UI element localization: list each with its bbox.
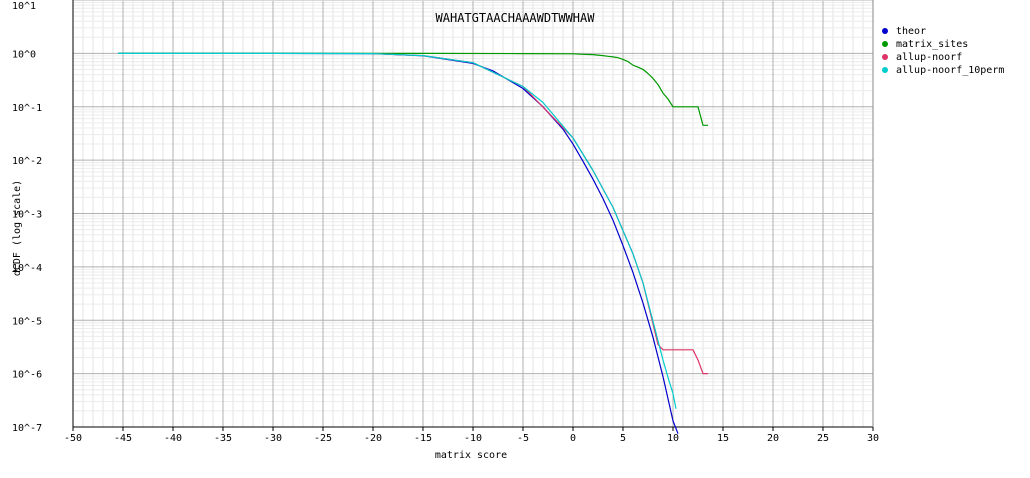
x-tick-label: 20 <box>767 433 779 444</box>
legend-marker-theor <box>882 28 888 34</box>
y-axis: 10^1 10^0 10^-1 10^-2 10^-3 10^-4 10^-5 10^-6 10… <box>12 1 42 434</box>
y-tick-label: 10^-1 <box>12 103 42 114</box>
y-tick-label: 10^-3 <box>12 210 42 221</box>
legend: theor matrix_sites allup-noorf allup-noorf_… <box>882 26 1004 76</box>
x-tick-label: 25 <box>817 433 829 444</box>
x-tick-label: -5 <box>517 433 529 444</box>
y-tick-label: 10^-2 <box>12 156 42 167</box>
legend-marker-matrix-sites <box>882 41 888 47</box>
x-tick-label: -10 <box>464 433 482 444</box>
x-tick-label: 15 <box>717 433 729 444</box>
series-layer <box>118 52 708 434</box>
x-axis: -50 -45 -40 -35 -30 -25 -20 -15 -10 -5 0 5 10 15 20 25 3… <box>64 427 879 444</box>
x-tick-label: -20 <box>364 433 382 444</box>
x-tick-label: -50 <box>64 433 82 444</box>
legend-label-allup-noorf: allup-noorf <box>896 52 962 63</box>
series-line-allup-noorf-10perm <box>118 52 677 409</box>
x-tick-label: -45 <box>114 433 132 444</box>
y-tick-label: 10^-4 <box>12 263 42 274</box>
x-tick-label: 5 <box>620 433 626 444</box>
x-tick-label: -15 <box>414 433 432 444</box>
x-tick-label: -35 <box>214 433 232 444</box>
y-tick-label: 10^1 <box>12 1 36 12</box>
x-tick-label: 0 <box>570 433 576 444</box>
y-tick-label: 10^-6 <box>12 370 42 381</box>
legend-label-matrix-sites: matrix_sites <box>896 39 968 50</box>
y-tick-label: 10^-7 <box>12 423 42 434</box>
legend-marker-allup-noorf <box>882 54 888 60</box>
legend-label-theor: theor <box>896 26 926 37</box>
chart-title: WAHATGTAACHAAAWDTWWHAW <box>436 11 596 25</box>
major-grid <box>72 0 874 428</box>
x-tick-label: -40 <box>164 433 182 444</box>
y-axis-title: dCDF (log scale) <box>12 180 23 276</box>
x-tick-label: -25 <box>314 433 332 444</box>
y-tick-label: 10^-5 <box>12 316 42 327</box>
x-tick-label: 10 <box>667 433 679 444</box>
y-tick-label: 10^0 <box>12 49 36 60</box>
series-line-theor <box>118 52 679 434</box>
legend-label-allup-noorf-10perm: allup-noorf_10perm <box>896 65 1004 76</box>
x-tick-label: -30 <box>264 433 282 444</box>
series-line-matrix-sites <box>118 52 708 126</box>
x-tick-label: 30 <box>867 433 879 444</box>
x-axis-title: matrix score <box>435 450 507 461</box>
legend-marker-allup-noorf-10perm <box>882 67 888 73</box>
